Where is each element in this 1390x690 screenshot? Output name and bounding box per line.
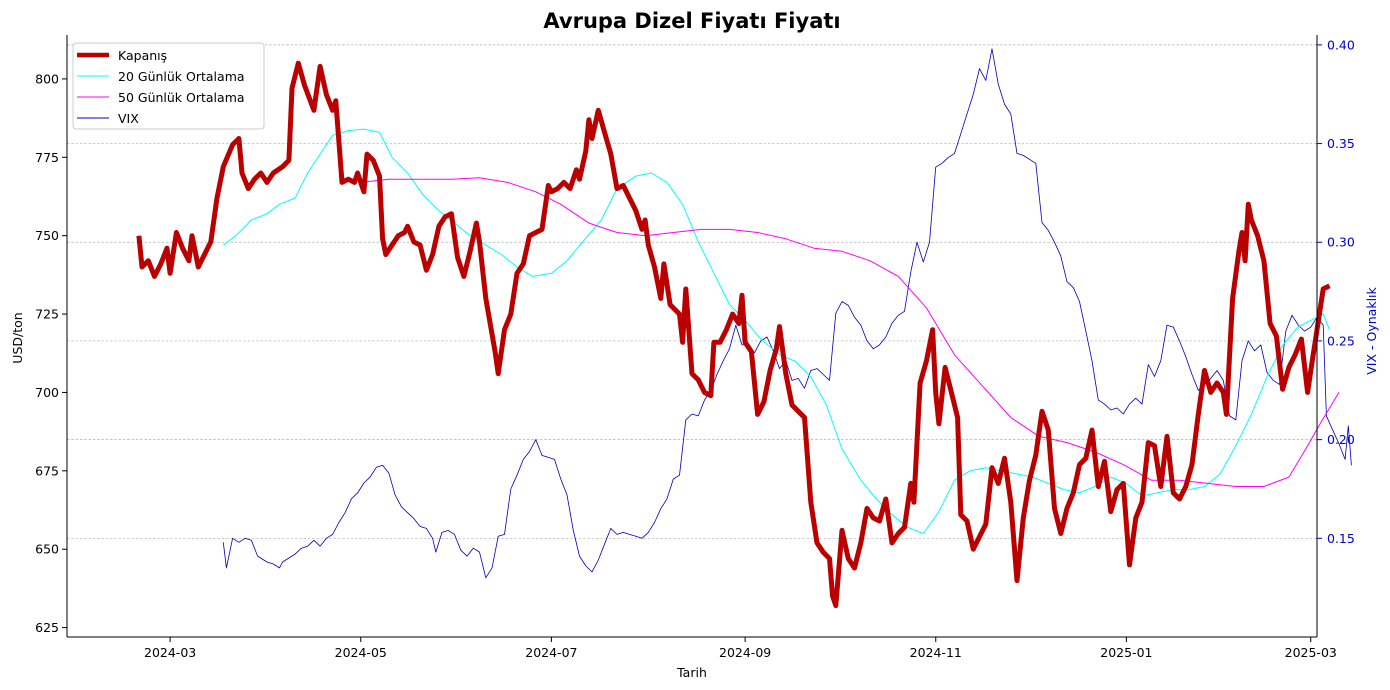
y-tick-label: 725 bbox=[35, 307, 59, 322]
x-axis-label: Tarih bbox=[676, 665, 707, 680]
x-tick-label: 2024-11 bbox=[910, 645, 962, 660]
legend-label-ma20: 20 Günlük Ortalama bbox=[118, 69, 245, 84]
series-vix bbox=[222, 48, 1352, 579]
y-tick-label: 775 bbox=[35, 150, 59, 165]
y-axis-ticks: 625 650 675 700 725 750 775 800 bbox=[35, 71, 67, 635]
series-layer bbox=[136, 48, 1352, 609]
legend-box bbox=[72, 42, 265, 130]
x-axis-ticks: 2024-03 2024-05 2024-07 2024-09 2024-11 2025-… bbox=[144, 637, 1337, 660]
y-tick-label: 625 bbox=[35, 620, 59, 635]
y-tick-label: 650 bbox=[35, 542, 59, 557]
y-axis-right-label: VIX - Oynaklık bbox=[1364, 286, 1379, 374]
y-right-tick-label: 0.25 bbox=[1327, 333, 1355, 348]
series-close bbox=[136, 60, 1331, 609]
y-tick-label: 800 bbox=[35, 71, 59, 86]
x-tick-label: 2024-09 bbox=[719, 645, 771, 660]
y-axis-right-ticks: 0.15 0.20 0.25 0.30 0.35 0.40 bbox=[1317, 37, 1355, 546]
x-tick-label: 2025-03 bbox=[1285, 645, 1337, 660]
series-ma20 bbox=[222, 128, 1330, 534]
y-right-tick-label: 0.40 bbox=[1327, 37, 1355, 52]
legend: Kapanış 20 Günlük Ortalama 50 Günlük Ort… bbox=[72, 42, 265, 130]
y-tick-label: 750 bbox=[35, 228, 59, 243]
y-right-tick-label: 0.15 bbox=[1327, 531, 1355, 546]
x-tick-label: 2024-05 bbox=[335, 645, 387, 660]
y-tick-label: 675 bbox=[35, 463, 59, 478]
x-tick-label: 2025-01 bbox=[1100, 645, 1152, 660]
y-axis-label: USD/ton bbox=[10, 312, 25, 363]
y-right-tick-label: 0.20 bbox=[1327, 432, 1355, 447]
x-tick-label: 2024-03 bbox=[144, 645, 196, 660]
y-tick-label: 700 bbox=[35, 385, 59, 400]
series-ma50 bbox=[360, 177, 1340, 487]
x-tick-label: 2024-07 bbox=[525, 645, 577, 660]
legend-label-vix: VIX bbox=[118, 111, 139, 126]
y-right-tick-label: 0.35 bbox=[1327, 136, 1355, 151]
legend-label-close: Kapanış bbox=[118, 48, 167, 63]
chart-title: Avrupa Dizel Fiyatı Fiyatı bbox=[543, 9, 840, 33]
y-right-tick-label: 0.30 bbox=[1327, 235, 1355, 250]
legend-label-ma50: 50 Günlük Ortalama bbox=[118, 90, 245, 105]
